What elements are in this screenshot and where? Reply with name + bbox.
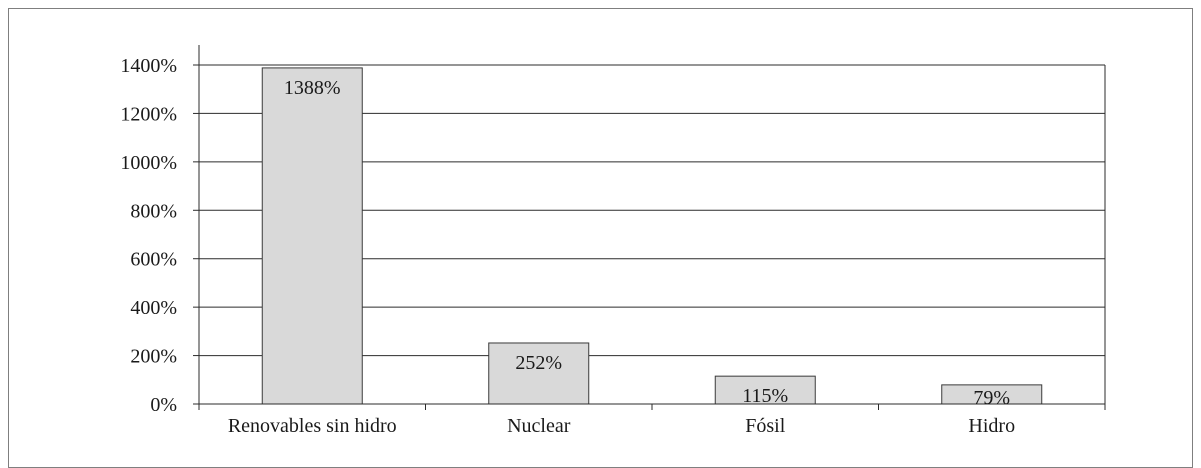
bar <box>714 375 816 405</box>
y-tick-label: 1000% <box>120 152 177 174</box>
y-tick-label: 1200% <box>120 103 177 125</box>
data-labels: 1388% 252% 115% 79% <box>284 77 1010 409</box>
y-tick-label: 600% <box>130 249 177 271</box>
data-label: 252% <box>515 352 562 374</box>
data-label: 1388% <box>284 77 341 99</box>
bars <box>261 67 1043 405</box>
y-tick-label: 200% <box>130 346 177 368</box>
bar <box>261 67 363 405</box>
x-tick-label: Fósil <box>745 415 785 437</box>
x-tick-label: Renovables sin hidro <box>228 415 397 437</box>
bar <box>488 342 590 405</box>
bar-chart: 0% 200% 400% 600% 800% 1000% 1200% 1400% Renova… <box>120 45 1106 437</box>
data-label: 115% <box>742 385 788 407</box>
y-tick-label: 400% <box>130 297 177 319</box>
axes <box>193 45 1106 410</box>
data-label: 79% <box>973 387 1010 409</box>
x-tick-label: Hidro <box>968 415 1015 437</box>
y-tick-label: 1400% <box>120 55 177 77</box>
x-tick-label: Nuclear <box>507 415 571 437</box>
y-tick-label: 800% <box>130 200 177 222</box>
y-tick-labels: 0% 200% 400% 600% 800% 1000% 1200% 1400% <box>120 55 177 416</box>
x-tick-labels: Renovables sin hidro Nuclear Fósil Hidro <box>228 415 1015 437</box>
y-tick-label: 0% <box>150 394 177 416</box>
